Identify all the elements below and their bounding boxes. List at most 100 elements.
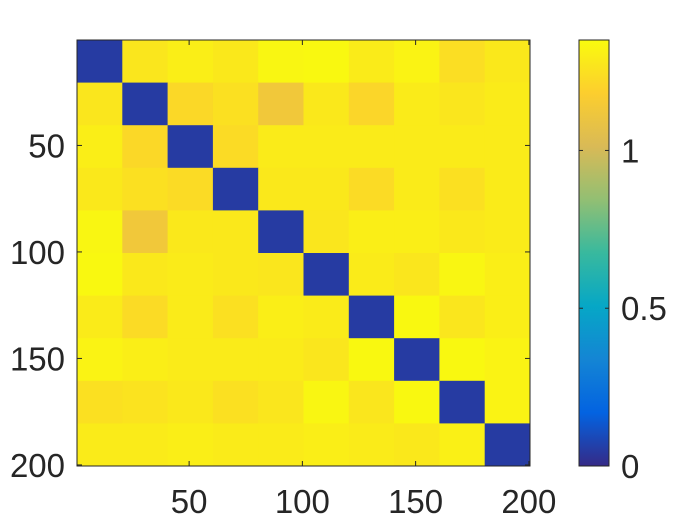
- heatmap-cell-6-6: [348, 295, 395, 339]
- heatmap-cell-4-1: [122, 210, 168, 254]
- heatmap-cell-9-0: [77, 423, 123, 467]
- heatmap-cell-8-5: [303, 380, 350, 424]
- heatmap-cell-0-4: [258, 40, 304, 83]
- heatmap-cell-6-0: [77, 295, 123, 339]
- colorbar-tick-labels: 00.51: [621, 132, 667, 485]
- heatmap-cell-6-4: [258, 295, 304, 339]
- heatmap-cell-6-8: [439, 295, 486, 339]
- x-axis-tick-labels: 50 100 150 200: [171, 483, 557, 520]
- heatmap-cell-5-8: [439, 253, 486, 296]
- colorbar-tick-label: 0.5: [621, 290, 667, 327]
- y-tick-label: 50: [28, 127, 65, 164]
- heatmap-cells: [77, 40, 531, 467]
- heatmap-cell-7-8: [439, 338, 486, 382]
- heatmap-cell-2-2: [167, 125, 214, 169]
- heatmap-cell-8-3: [212, 380, 259, 424]
- heatmap-cell-7-0: [77, 338, 123, 382]
- heatmap-cell-6-7: [394, 295, 440, 339]
- heatmap-cell-6-5: [303, 295, 350, 339]
- heatmap-cell-4-3: [212, 210, 259, 254]
- heatmap-cell-7-9: [484, 338, 531, 382]
- heatmap-cell-8-8: [439, 380, 486, 424]
- heatmap-cell-8-1: [122, 380, 168, 424]
- heatmap-cell-6-2: [167, 295, 214, 339]
- y-tick-label: 200: [10, 447, 65, 484]
- heatmap-cell-3-7: [394, 167, 440, 211]
- heatmap-cell-9-6: [348, 423, 395, 467]
- heatmap-cell-9-2: [167, 423, 214, 467]
- axis-ticks: [77, 40, 530, 466]
- heatmap-cell-1-3: [212, 82, 259, 126]
- heatmap-cell-4-7: [394, 210, 440, 254]
- heatmap-cell-4-4: [258, 210, 304, 254]
- heatmap-cell-9-9: [484, 423, 531, 467]
- x-tick-label: 150: [388, 483, 443, 520]
- heatmap-cell-7-1: [122, 338, 168, 382]
- heatmap-cell-7-4: [258, 338, 304, 382]
- heatmap-cell-9-1: [122, 423, 168, 467]
- heatmap-cell-4-8: [439, 210, 486, 254]
- heatmap-cell-8-9: [484, 380, 531, 424]
- heatmap-cell-2-0: [77, 125, 123, 169]
- heatmap-cell-5-3: [212, 253, 259, 296]
- heatmap-cell-0-3: [212, 40, 259, 83]
- heatmap-cell-3-1: [122, 167, 168, 211]
- colorbar: [578, 39, 610, 467]
- plot-area-frame: [76, 39, 531, 467]
- heatmap-cell-8-6: [348, 380, 395, 424]
- x-tick-label: 200: [501, 483, 556, 520]
- heatmap-cell-3-6: [348, 167, 395, 211]
- heatmap-cell-9-8: [439, 423, 486, 467]
- x-tick-label: 100: [275, 483, 330, 520]
- heatmap-cell-1-1: [122, 82, 168, 126]
- heatmap-cell-5-1: [122, 253, 168, 296]
- heatmap-cell-5-2: [167, 253, 214, 296]
- heatmap-cell-2-1: [122, 125, 168, 169]
- heatmap-cell-7-5: [303, 338, 350, 382]
- heatmap-cell-5-7: [394, 253, 440, 296]
- heatmap-cell-4-9: [484, 210, 531, 254]
- heatmap-cell-5-9: [484, 253, 531, 296]
- y-tick-label: 100: [10, 234, 65, 271]
- heatmap-cell-3-2: [167, 167, 214, 211]
- heatmap-cell-8-0: [77, 380, 123, 424]
- heatmap-cell-0-0: [77, 40, 123, 83]
- heatmap-cell-2-7: [394, 125, 440, 169]
- heatmap-cell-1-8: [439, 82, 486, 126]
- x-tick-label: 50: [171, 483, 208, 520]
- heatmap-cell-7-6: [348, 338, 395, 382]
- heatmap-cell-4-2: [167, 210, 214, 254]
- heatmap-cell-9-7: [394, 423, 440, 467]
- heatmap-cell-1-4: [258, 82, 304, 126]
- heatmap-cell-0-8: [439, 40, 486, 83]
- heatmap-cell-0-6: [348, 40, 395, 83]
- heatmap-cell-9-4: [258, 423, 304, 467]
- heatmap-cell-4-0: [77, 210, 123, 254]
- heatmap-cell-5-6: [348, 253, 395, 296]
- heatmap-cell-0-5: [303, 40, 350, 83]
- heatmap-cell-3-9: [484, 167, 531, 211]
- heatmap-cell-0-9: [484, 40, 531, 83]
- heatmap-cell-9-5: [303, 423, 350, 467]
- heatmap-cell-2-3: [212, 125, 259, 169]
- heatmap-cell-9-3: [212, 423, 259, 467]
- heatmap-cell-0-1: [122, 40, 168, 83]
- heatmap-cell-3-8: [439, 167, 486, 211]
- heatmap-cell-1-0: [77, 82, 123, 126]
- heatmap-cell-2-9: [484, 125, 531, 169]
- heatmap-cell-8-2: [167, 380, 214, 424]
- heatmap-cell-7-7: [394, 338, 440, 382]
- heatmap-cell-1-2: [167, 82, 214, 126]
- heatmap-cell-1-7: [394, 82, 440, 126]
- heatmap-cell-0-2: [167, 40, 214, 83]
- heatmap-cell-6-1: [122, 295, 168, 339]
- heatmap-cell-6-9: [484, 295, 531, 339]
- heatmap-cell-4-6: [348, 210, 395, 254]
- heatmap-cell-2-8: [439, 125, 486, 169]
- heatmap-cell-5-5: [303, 253, 350, 296]
- heatmap-cell-0-7: [394, 40, 440, 83]
- heatmap-cell-3-0: [77, 167, 123, 211]
- heatmap-cell-2-6: [348, 125, 395, 169]
- heatmap-cell-8-7: [394, 380, 440, 424]
